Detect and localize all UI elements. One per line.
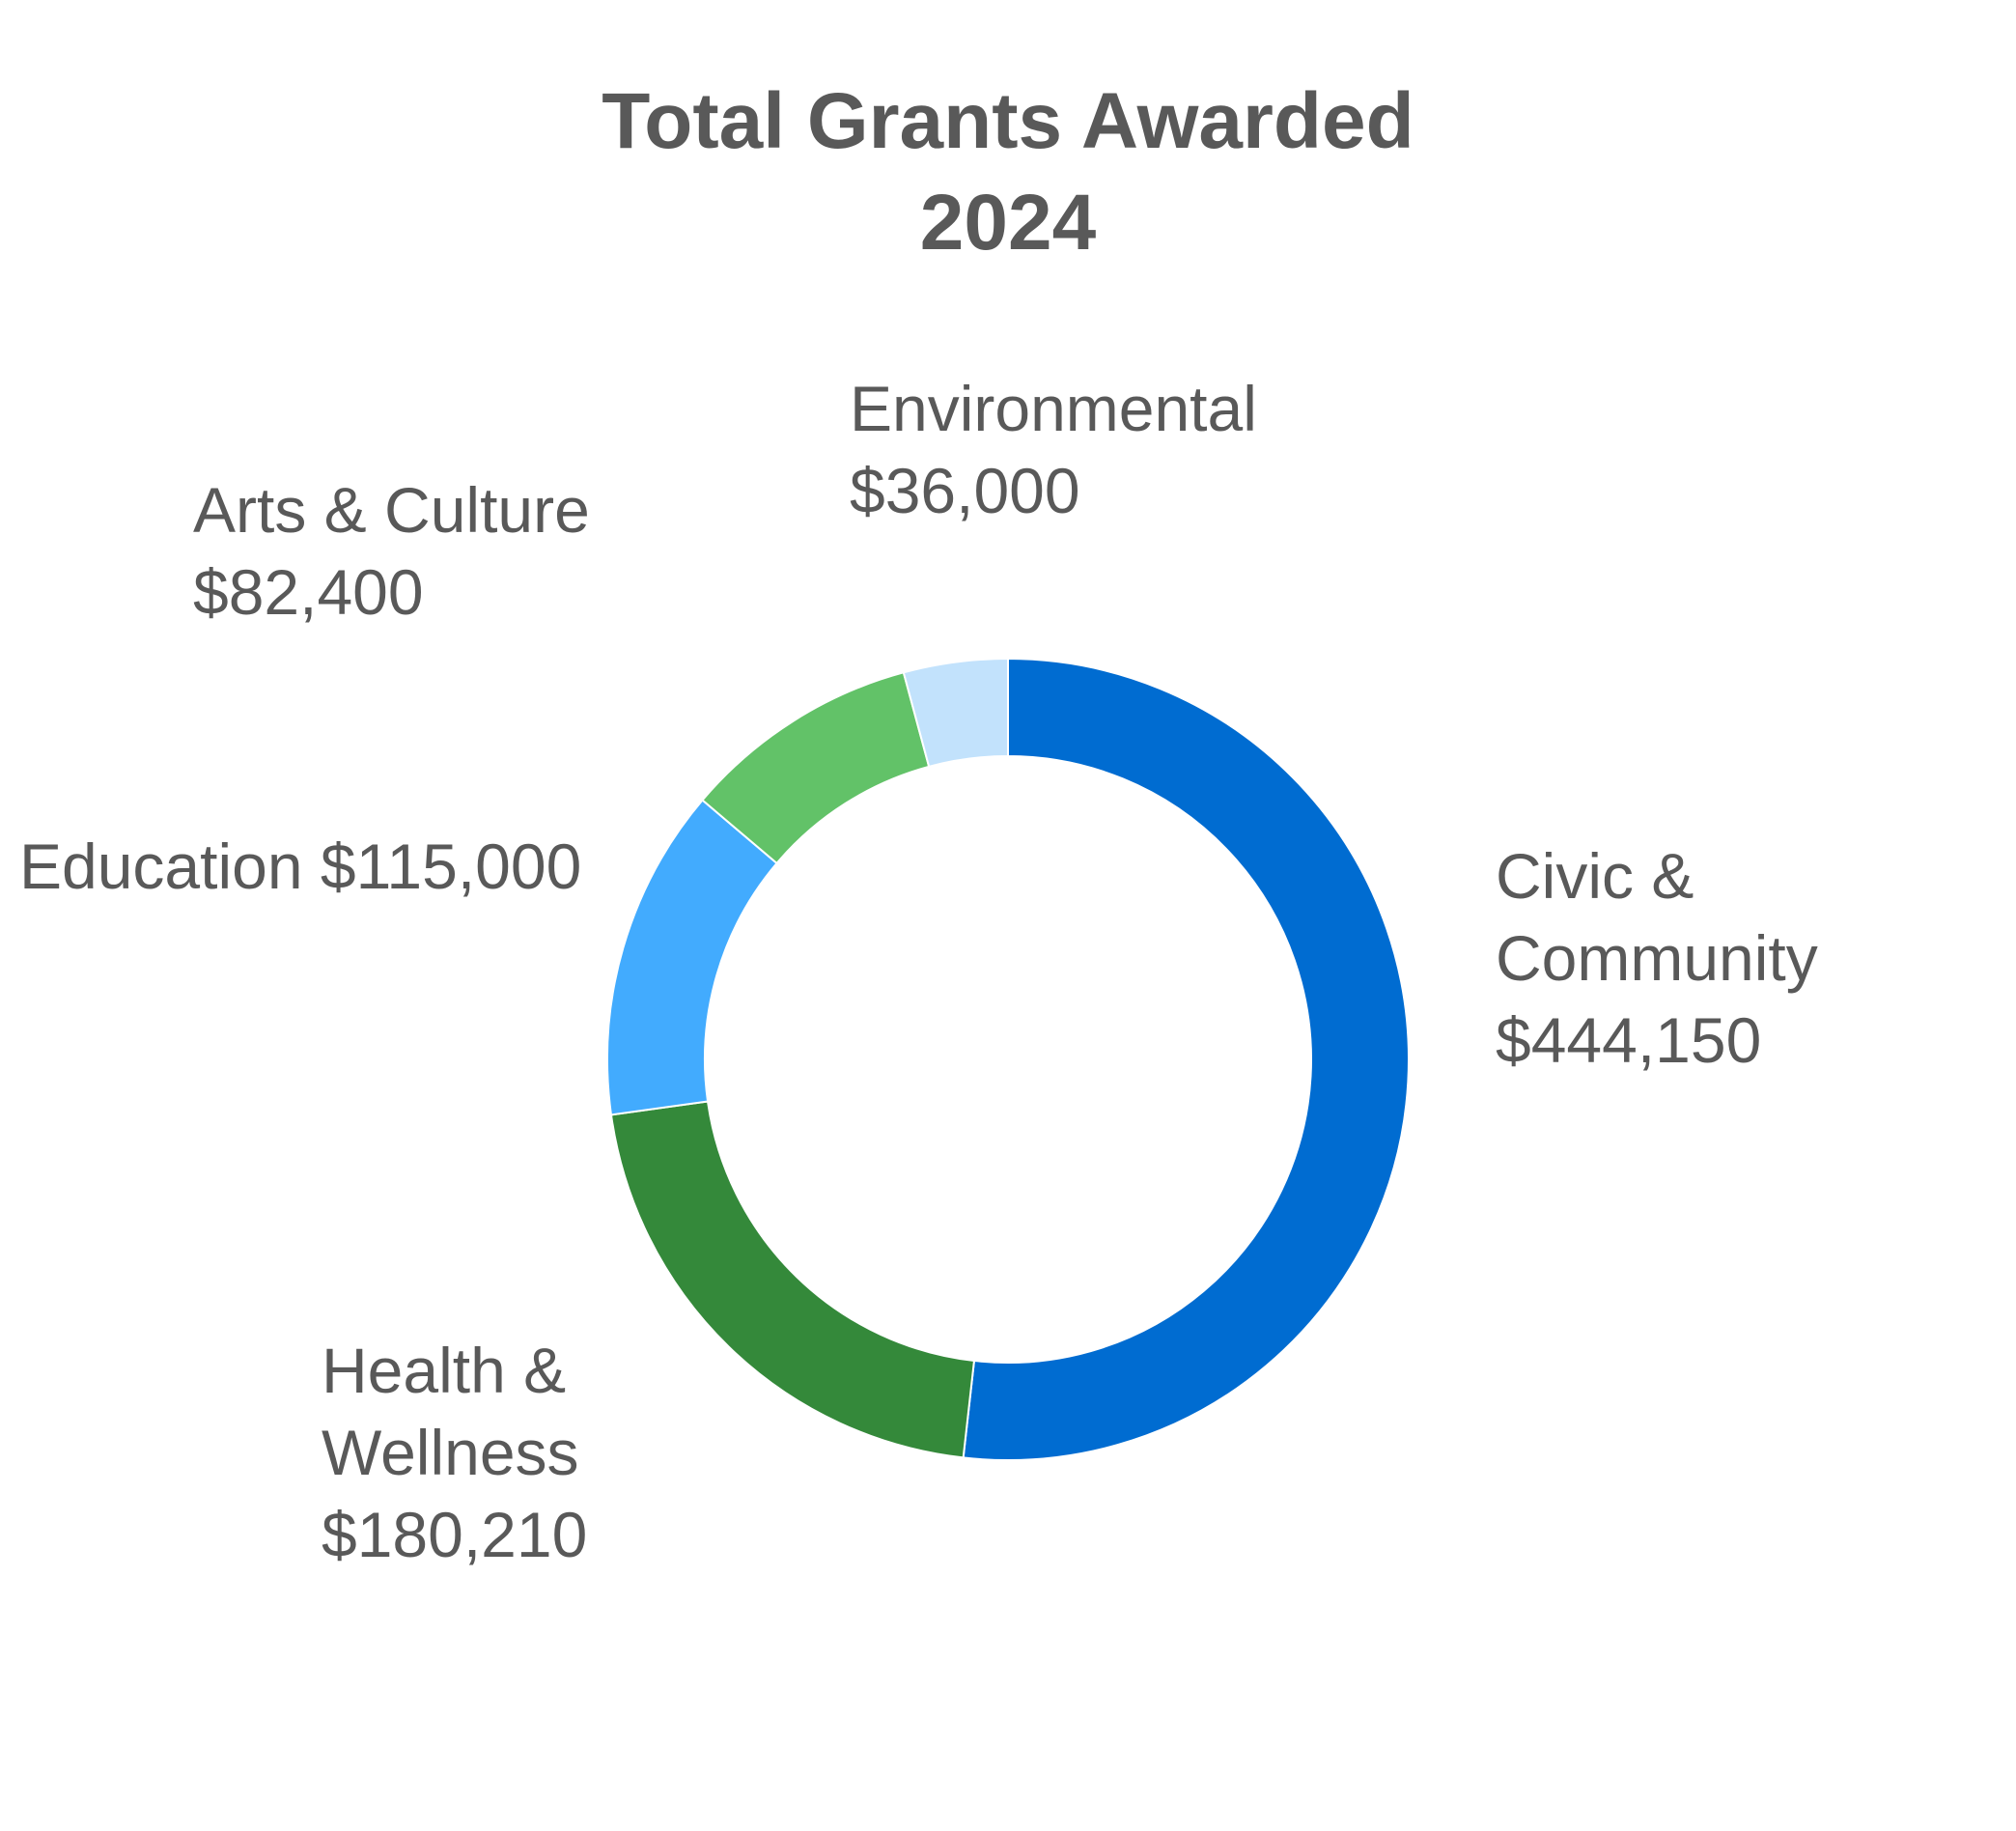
chart-title-line-2: 2024 [920,179,1097,267]
slice-label-line: $36,000 [850,455,1080,526]
chart-title-line-1: Total Grants Awarded [602,77,1414,165]
slice-label-line: $82,400 [193,556,424,628]
slice-label-line: Environmental [850,373,1257,444]
slice-label-line: Arts & Culture [193,474,590,546]
slice-labels: Civic & Community $444,150 Health & Wellness… [19,373,1818,1570]
chart-title: Total Grants Awarded 2024 [602,77,1414,267]
donut-slice-civic-community [962,657,1410,1461]
donut-slice-health-wellness [609,1100,976,1459]
slice-label-line: Health & [322,1335,566,1406]
donut-slice-environmental [902,657,1009,769]
slice-label-arts-culture: Arts & Culture $82,400 [193,474,590,628]
slice-label-line: Education $115,000 [19,831,581,902]
donut-slice-education [606,799,778,1116]
slice-label-environmental: Environmental $36,000 [850,373,1257,526]
slice-label-line: $444,150 [1496,1004,1761,1076]
slice-label-education: Education $115,000 [19,831,581,902]
donut-slices [606,657,1410,1461]
slice-label-line: $180,210 [322,1499,587,1570]
slice-label-civic-community: Civic & Community $444,150 [1496,840,1818,1076]
slice-label-line: Wellness [322,1417,579,1488]
slice-label-line: Community [1496,922,1818,994]
slice-label-health-wellness: Health & Wellness $180,210 [322,1335,587,1570]
slice-label-line: Civic & [1496,840,1694,912]
